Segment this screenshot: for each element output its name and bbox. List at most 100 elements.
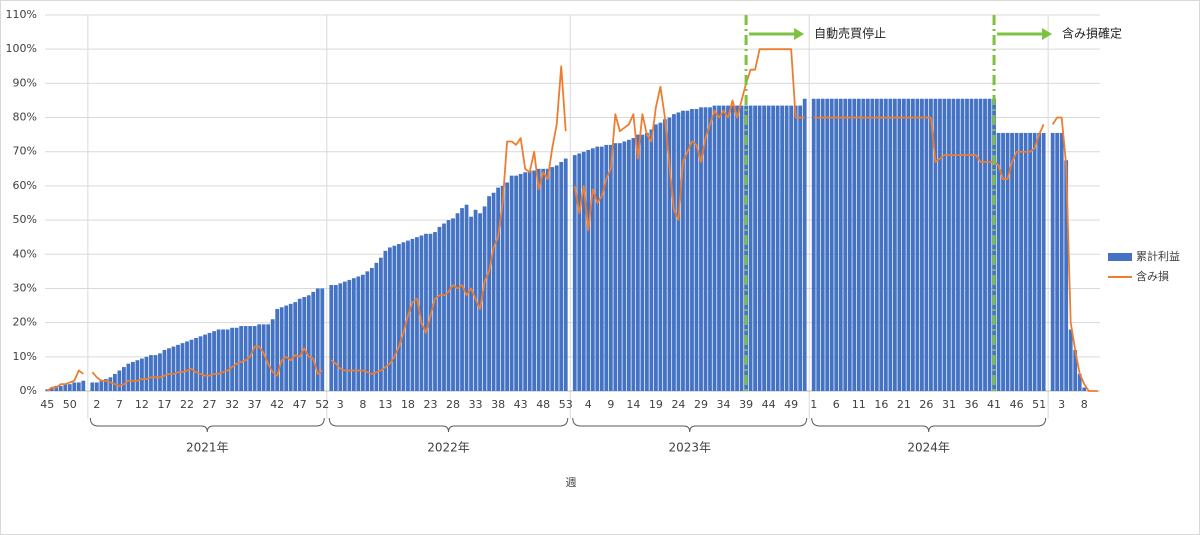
bar (419, 235, 424, 391)
bar (541, 168, 546, 391)
bar (915, 98, 920, 391)
bar (514, 175, 519, 391)
bar (879, 98, 884, 391)
bar (338, 283, 343, 391)
bar (599, 146, 604, 391)
bar (757, 105, 762, 391)
bar (775, 105, 780, 391)
bar (67, 384, 72, 391)
bar (874, 98, 879, 391)
bar (631, 138, 636, 391)
bar (735, 105, 739, 391)
bar (545, 168, 550, 391)
bar (532, 170, 537, 391)
bar (811, 98, 816, 391)
bar (108, 377, 113, 391)
x-tick-label: 52 (315, 398, 329, 411)
bar (554, 165, 559, 391)
x-tick-label: 39 (739, 398, 753, 411)
bar (969, 98, 974, 391)
bar (63, 384, 68, 391)
y-tick-label: 90% (13, 76, 37, 89)
y-tick-label: 60% (13, 179, 37, 192)
bar (207, 332, 212, 391)
y-tick-label: 110% (6, 8, 37, 21)
bar (216, 329, 221, 391)
x-tick-label: 49 (784, 398, 798, 411)
bar (802, 98, 807, 391)
x-tick-label: 27 (203, 398, 217, 411)
bar (103, 379, 108, 391)
x-tick-label: 34 (717, 398, 731, 411)
x-tick-label: 9 (607, 398, 614, 411)
legend-label: 含み損 (1136, 269, 1169, 283)
bar (306, 295, 311, 391)
x-tick-label: 51 (1032, 398, 1046, 411)
bar (365, 271, 370, 391)
bar (478, 213, 482, 391)
bar (333, 285, 338, 391)
bar (198, 336, 203, 391)
bar (703, 107, 708, 392)
bar (672, 114, 676, 392)
bar (635, 134, 640, 392)
bar (608, 144, 613, 391)
bar (460, 208, 464, 391)
y-tick-label: 30% (13, 281, 37, 294)
bar (257, 324, 262, 391)
bar (951, 98, 956, 391)
bar (1028, 132, 1033, 391)
x-tick-label: 41 (987, 398, 1001, 411)
bar (1041, 132, 1046, 391)
bar (194, 338, 198, 391)
bar (622, 141, 627, 391)
bar (293, 302, 298, 391)
bar (302, 297, 307, 391)
bar (838, 98, 843, 391)
y-tick-label: 20% (13, 316, 37, 329)
bar (667, 117, 672, 391)
bar (1014, 132, 1019, 391)
x-tick-label: 21 (897, 398, 911, 411)
bar (239, 326, 244, 391)
bar (203, 334, 207, 391)
bar (834, 98, 839, 391)
bar (360, 274, 365, 391)
bar (626, 139, 631, 391)
bar (185, 341, 189, 391)
x-tick-label: 42 (270, 398, 284, 411)
bar (983, 98, 987, 391)
x-tick-label: 8 (1081, 398, 1088, 411)
bar (613, 143, 618, 391)
bar (1082, 387, 1087, 391)
bar (509, 175, 514, 391)
bar (469, 216, 473, 391)
year-bracket (89, 417, 325, 433)
bar (789, 105, 794, 391)
bar (234, 327, 239, 391)
y-tick-label: 40% (13, 247, 37, 260)
bar (311, 291, 316, 391)
bar (649, 129, 654, 391)
bar (888, 98, 893, 391)
bar (356, 276, 361, 391)
bar (897, 98, 902, 391)
bar (122, 367, 126, 391)
bar (590, 148, 595, 391)
legend-label: 累計利益 (1136, 249, 1180, 263)
x-tick-label: 32 (225, 398, 239, 411)
x-tick-label: 7 (116, 398, 123, 411)
line (573, 48, 805, 232)
bar (369, 267, 374, 391)
bar (559, 161, 564, 391)
x-tick-label: 17 (157, 398, 171, 411)
bar (690, 109, 694, 391)
x-tick-label: 19 (649, 398, 663, 411)
line (91, 345, 323, 387)
y-tick-label: 0% (20, 384, 37, 397)
bar (1059, 132, 1064, 391)
annotation-text: 自動売買停止 (814, 26, 886, 41)
bar (676, 112, 681, 391)
bar (1077, 373, 1082, 391)
